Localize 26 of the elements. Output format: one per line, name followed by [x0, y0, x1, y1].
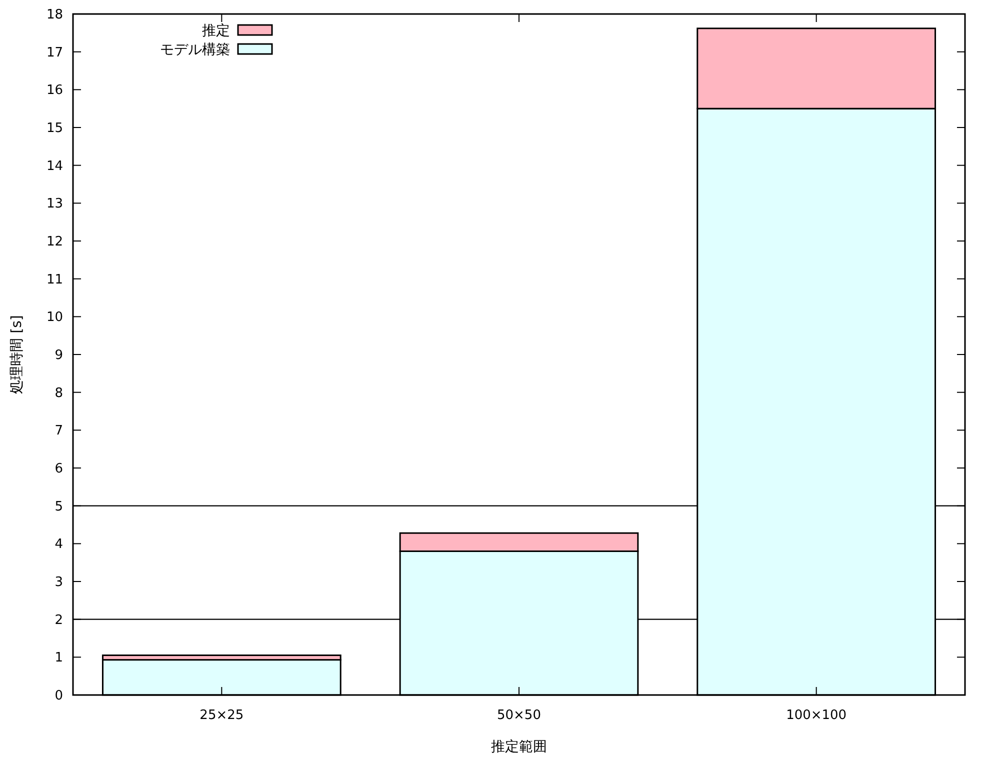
y-tick-label: 0	[54, 688, 63, 704]
y-tick-label: 16	[46, 83, 63, 98]
y-tick-label: 11	[46, 272, 63, 288]
y-tick-label: 9	[54, 348, 63, 364]
y-tick-label: 14	[46, 158, 63, 174]
y-tick-label: 12	[46, 234, 63, 250]
y-tick-label: 13	[46, 196, 63, 212]
y-tick-label: 18	[46, 8, 63, 23]
y-tick-label: 15	[46, 121, 63, 136]
legend-label: モデル構築	[160, 42, 230, 58]
x-axis-title: 推定範囲	[491, 739, 547, 755]
y-tick-label: 8	[54, 386, 63, 401]
legend-label: 推定	[202, 22, 230, 39]
y-tick-label: 17	[46, 45, 63, 60]
y-axis-title: 処理時間 [s]	[9, 315, 25, 394]
y-tick-label: 7	[54, 424, 63, 439]
y-tick-label: 4	[54, 537, 63, 552]
y-tick-label: 2	[54, 612, 63, 628]
y-tick-label: 10	[46, 310, 63, 326]
y-tick-label: 6	[54, 462, 63, 477]
y-tick-label: 3	[54, 575, 63, 590]
x-tick-label: 50×50	[497, 708, 541, 723]
x-tick-label: 25×25	[200, 708, 244, 723]
x-tick-label: 100×100	[786, 708, 847, 723]
y-tick-label: 5	[54, 499, 63, 514]
y-tick-label: 1	[54, 650, 63, 666]
